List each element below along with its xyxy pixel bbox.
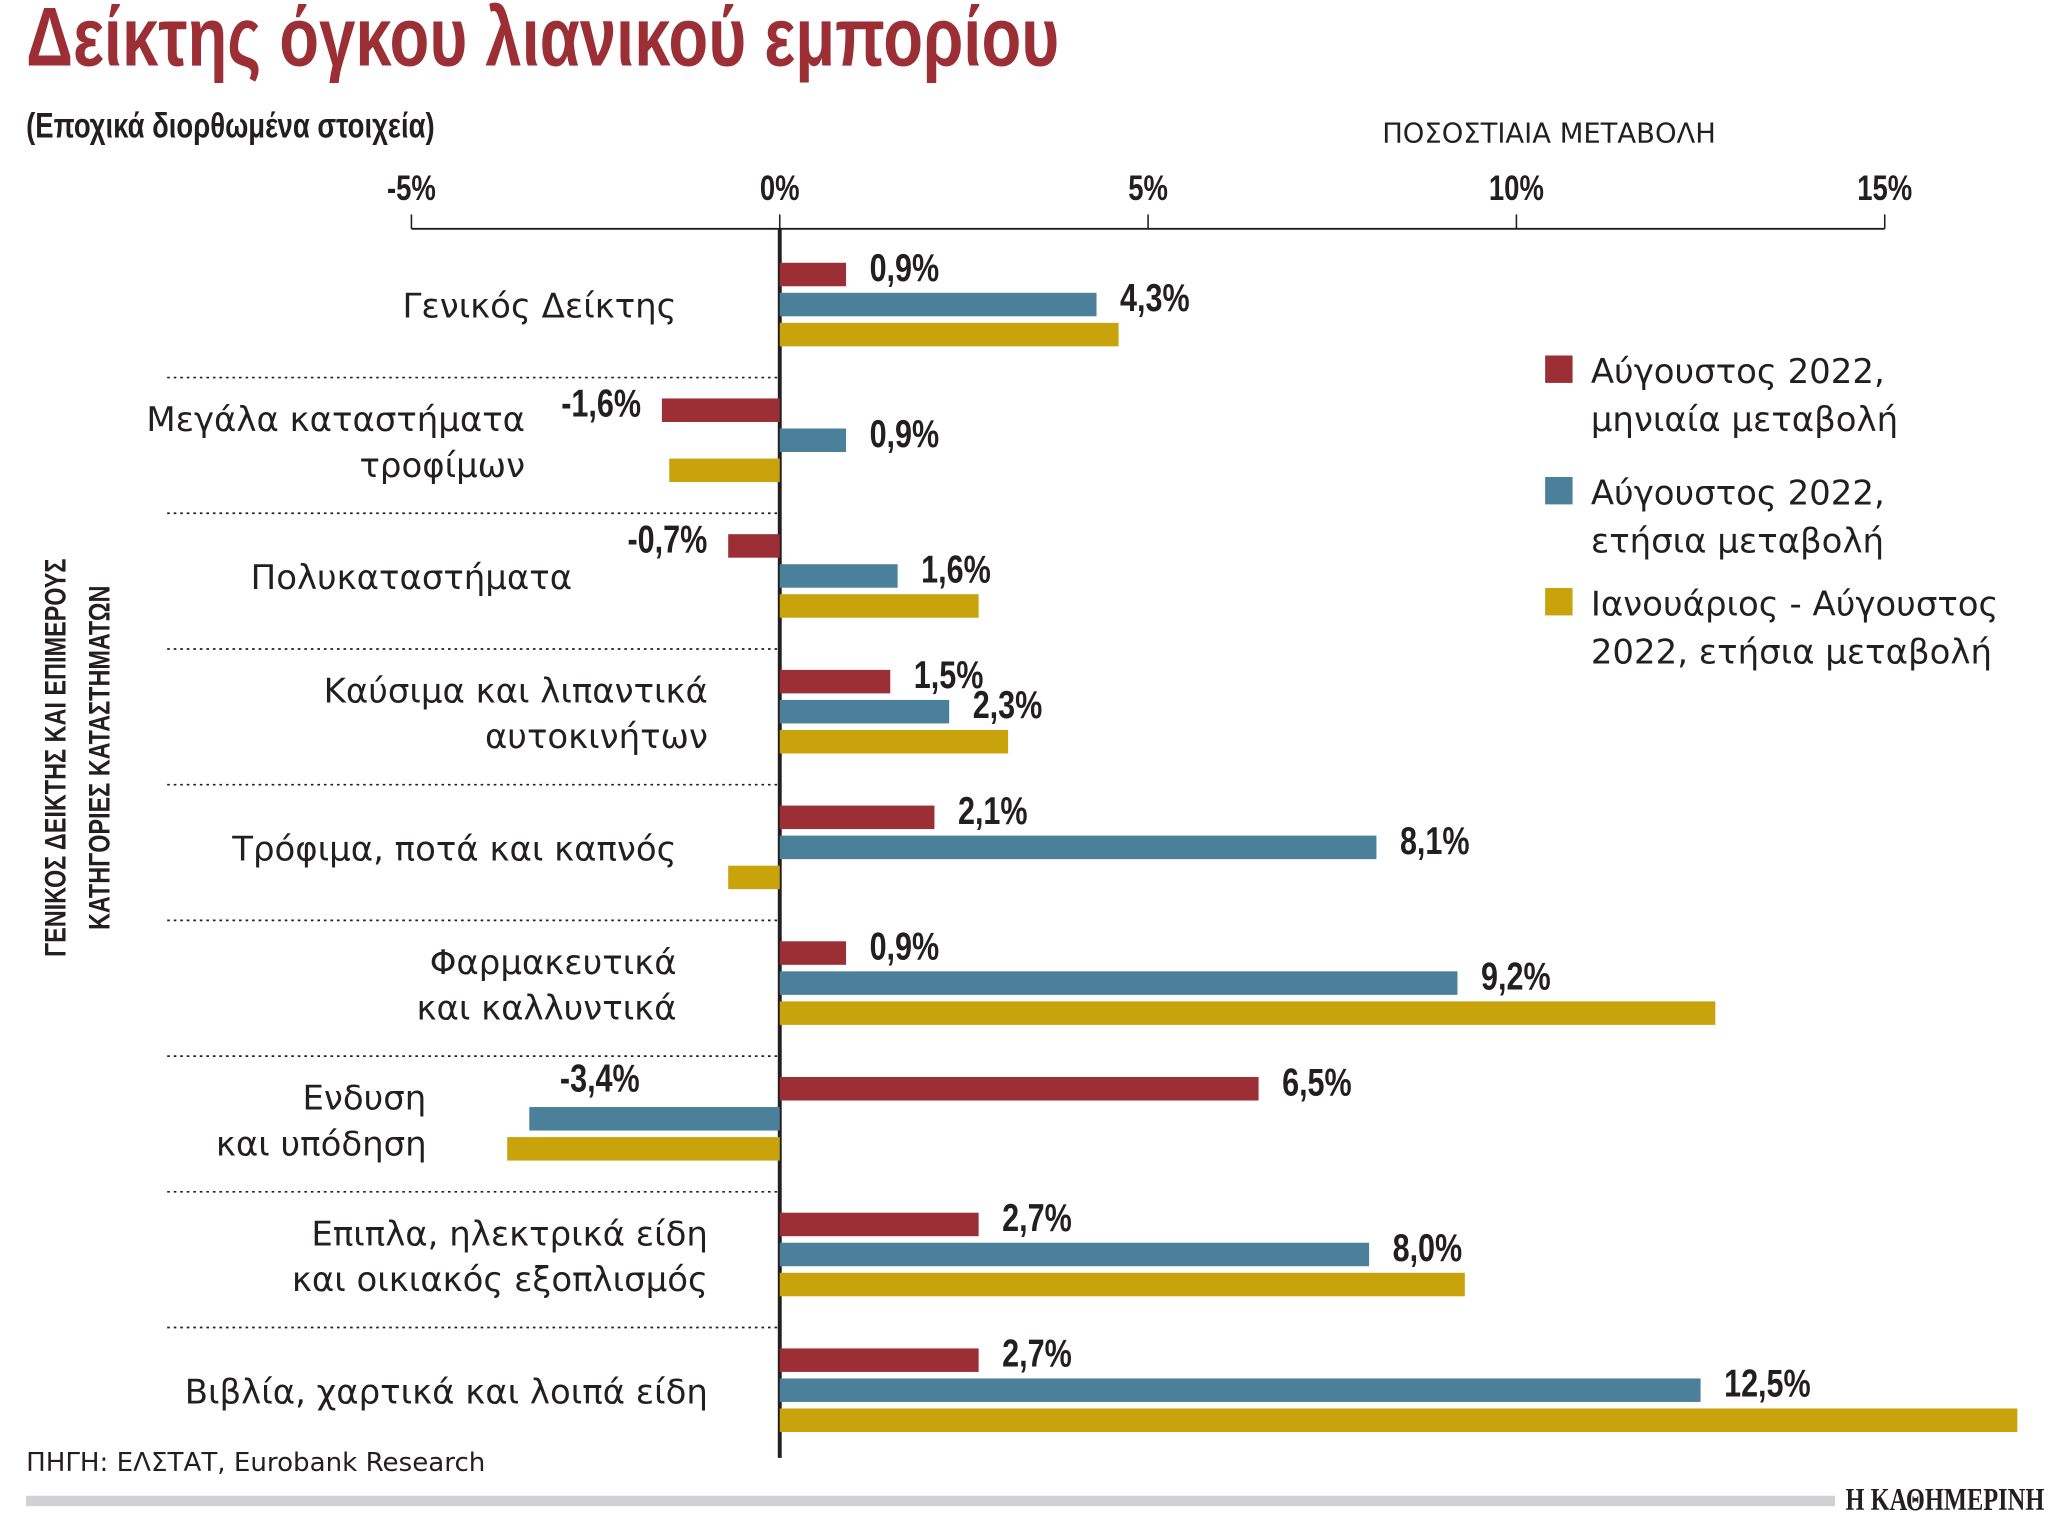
value-label: 8,1% — [1400, 820, 1470, 863]
bar — [779, 699, 950, 724]
bar — [728, 865, 780, 890]
bar — [529, 1107, 780, 1131]
category-label: Φαρμακευτικά — [430, 943, 677, 983]
value-label: 8,0% — [1393, 1227, 1463, 1270]
value-label: -3,4% — [560, 1057, 640, 1100]
footer-rule — [26, 1495, 1836, 1507]
value-label: 4,3% — [1120, 277, 1190, 320]
publisher-logo: Η ΚΑΘΗΜΕΡΙΝΗ — [1846, 1482, 2045, 1517]
bar — [779, 262, 847, 287]
category-label: και υπόδηση — [216, 1124, 427, 1164]
value-label: 9,2% — [1481, 956, 1551, 999]
bars — [507, 262, 2018, 1432]
y-axis-title-line-1: ΓΕΝΙΚΟΣ ΔΕΙΚΤΗΣ ΚΑΙ ΕΠΙΜΕΡΟΥΣ — [39, 559, 72, 957]
bar — [779, 1242, 1370, 1267]
value-label: 2,1% — [958, 790, 1028, 833]
legend-swatch — [1545, 587, 1573, 616]
value-label: -0,7% — [627, 518, 707, 561]
legend-swatch — [1545, 355, 1573, 383]
bar — [779, 1076, 1259, 1101]
category-label: τροφίμων — [359, 446, 525, 486]
category-labels: Γενικός Δείκτης Μεγάλα καταστήματα τροφίμω… — [146, 287, 708, 1413]
y-axis-title-line-2: ΚΑΤΗΓΟΡΙΕΣ ΚΑΤΑΣΤΗΜΑΤΩΝ — [84, 586, 117, 930]
chart-title: Δείκτης όγκου λιανικού εμπορίου — [26, 0, 1059, 84]
category-label: Τρόφιμα, ποτά και καπνός — [231, 829, 676, 869]
value-label: 0,9% — [870, 413, 940, 456]
y-axis-title: ΓΕΝΙΚΟΣ ΔΕΙΚΤΗΣ ΚΑΙ ΕΠΙΜΕΡΟΥΣ ΚΑΤΗΓΟΡΙΕΣ… — [39, 559, 116, 957]
value-label: -1,6% — [561, 383, 641, 426]
legend-item: Αύγουστος 2022, ετήσια μεταβολή — [1545, 473, 1885, 562]
legend-swatch — [1545, 476, 1573, 505]
bar — [779, 971, 1458, 995]
bar — [661, 398, 780, 422]
category-label: Πολυκαταστήματα — [251, 558, 572, 598]
bar — [728, 534, 780, 558]
bar — [779, 594, 979, 618]
value-labels: 0,9% 4,3% -1,6% 0,9% -0,7% 1,6% 1,5%2,3% 2,1% 8,… — [560, 247, 1811, 1406]
x-tick-label: 5% — [1128, 169, 1168, 208]
bar — [779, 669, 891, 694]
bar — [779, 1212, 979, 1237]
value-label: 1,5% — [914, 654, 984, 697]
bar — [779, 941, 847, 965]
bar — [779, 835, 1377, 860]
x-tick-label: 15% — [1857, 169, 1912, 208]
x-axis-title: ΠΟΣΟΣΤΙΑΙΑ ΜΕΤΑΒΟΛΗ — [1382, 119, 1716, 150]
category-label: Βιβλία, χαρτικά και λοιπά είδη — [185, 1372, 708, 1412]
legend-label: μηνιαία μεταβολή — [1591, 400, 1898, 440]
legend-item: Ιανουάριος - Αύγουστος 2022, ετήσια μεταβ… — [1545, 584, 1999, 673]
bar — [779, 1348, 979, 1372]
value-label: 12,5% — [1724, 1363, 1811, 1406]
category-label: και καλλυντικά — [416, 989, 676, 1029]
category-label: Μεγάλα καταστήματα — [146, 400, 525, 440]
bar — [779, 1272, 1465, 1297]
legend-label: Αύγουστος 2022, — [1591, 352, 1885, 392]
legend-item: Αύγουστος 2022, μηνιαία μεταβολή — [1545, 352, 1898, 440]
category-label: Επιπλα, ηλεκτρικά είδη — [311, 1214, 707, 1254]
x-tick-label: -5% — [387, 169, 436, 208]
bar — [779, 1408, 2018, 1432]
value-label: 1,6% — [921, 548, 991, 591]
legend-label: 2022, ετήσια μεταβολή — [1591, 633, 1992, 673]
category-label: και οικιακός εξοπλισμός — [292, 1260, 708, 1300]
bar — [779, 729, 1009, 754]
bar — [669, 458, 780, 483]
x-tick-label: 10% — [1489, 169, 1544, 208]
category-label: Ενδυση — [302, 1079, 426, 1119]
bar — [779, 1001, 1716, 1025]
value-label: 2,7% — [1002, 1333, 1072, 1376]
category-label: Γενικός Δείκτης — [402, 287, 676, 327]
legend-label: Ιανουάριος - Αύγουστος — [1591, 584, 1999, 624]
chart-subtitle: (Εποχικά διορθωμένα στοιχεία) — [26, 106, 435, 145]
legend: Αύγουστος 2022,μηνιαία μεταβολήΑύγουστος… — [1545, 352, 1998, 673]
bar — [779, 428, 847, 453]
category-label: Καύσιμα και λιπαντικά — [324, 672, 708, 712]
bar — [779, 564, 898, 588]
row-separators — [167, 376, 780, 1329]
bar — [507, 1137, 780, 1161]
value-label: 2,7% — [1002, 1197, 1072, 1240]
bar — [779, 292, 1097, 317]
source-note: ΠΗΓΗ: ΕΛΣΤΑΤ, Eurobank Research — [26, 1448, 485, 1478]
bar — [779, 805, 935, 830]
x-tick-label: 0% — [760, 169, 800, 208]
legend-label: Αύγουστος 2022, — [1591, 473, 1885, 513]
value-label: 2,3% — [973, 684, 1043, 727]
value-label: 0,9% — [870, 247, 940, 290]
bar — [779, 1378, 1701, 1402]
value-label: 0,9% — [870, 926, 940, 969]
bar — [779, 322, 1119, 347]
category-label: αυτοκινήτων — [485, 717, 708, 757]
legend-label: ετήσια μεταβολή — [1591, 522, 1884, 562]
value-label: 6,5% — [1282, 1061, 1352, 1104]
